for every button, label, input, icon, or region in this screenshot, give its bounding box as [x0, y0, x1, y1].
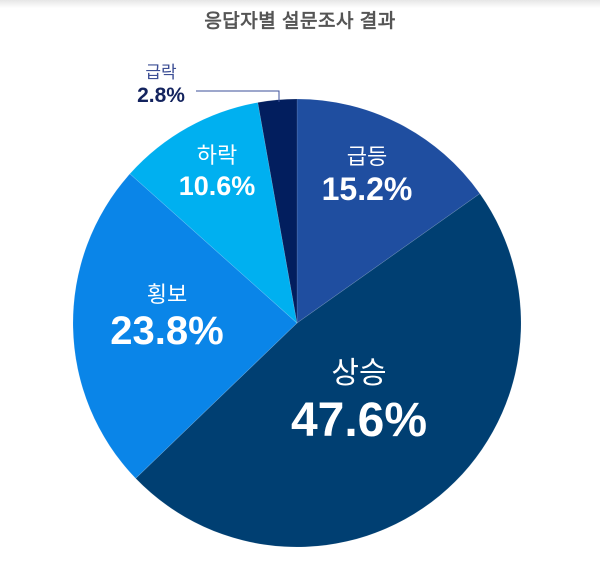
slice-name: 상승 [331, 357, 387, 390]
slice-label-sangseung: 상승 47.6% [291, 356, 427, 450]
slice-label-geupdeung: 급등 15.2% [322, 144, 413, 208]
pie-slices [72, 98, 522, 548]
slice-name: 횡보 [146, 282, 188, 307]
slice-percent: 23.8% [110, 309, 224, 353]
slice-percent: 2.8% [137, 84, 185, 107]
slice-label-harak: 하락 10.6% [179, 143, 256, 203]
top-shadow [0, 0, 600, 8]
slice-name: 하락 [196, 143, 238, 168]
leader-line [196, 90, 280, 102]
slice-name: 급락 [145, 63, 177, 82]
pie-slice-0 [296, 98, 481, 324]
slice-percent: 15.2% [321, 171, 413, 207]
slice-percent: 10.6% [178, 171, 256, 201]
slice-label-hoengbo: 횡보 23.8% [110, 282, 223, 354]
chart-title: 응답자별 설문조사 결과 [204, 11, 396, 32]
slice-percent: 47.6% [290, 394, 428, 447]
slice-name: 급등 [346, 144, 388, 169]
pie-slice-2 [72, 173, 298, 479]
pie-slice-1 [135, 193, 522, 548]
pie-slice-3 [129, 102, 298, 324]
pie-slice-4 [257, 98, 298, 324]
slice-label-geuprak: 급락 2.8% [137, 62, 185, 108]
